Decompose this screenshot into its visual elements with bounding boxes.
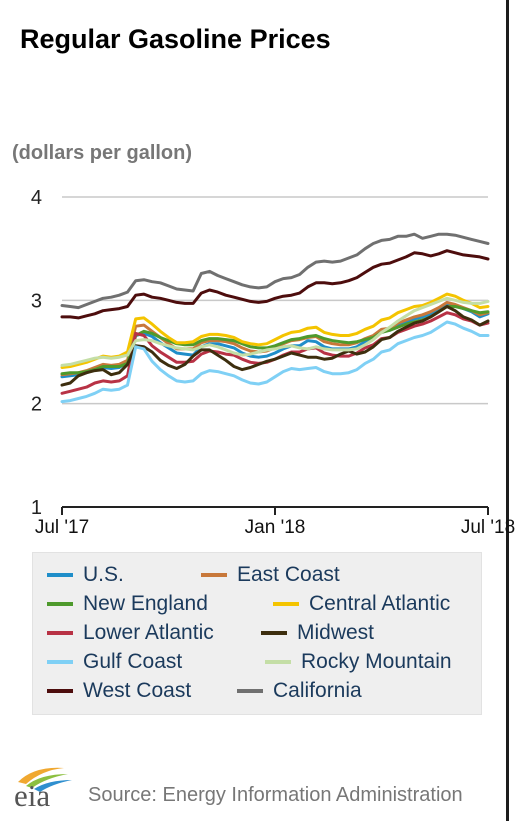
y-tick-label: 1: [31, 497, 42, 519]
series-line-gulf-coast: [60, 320, 490, 404]
legend-item-lower-atlantic: Lower Atlantic: [47, 621, 214, 645]
legend-swatch: [47, 573, 73, 577]
legend-label: Gulf Coast: [83, 650, 183, 673]
legend-label: U.S.: [83, 563, 124, 586]
legend-swatch: [237, 689, 263, 693]
x-tick-label: Jan '18: [245, 517, 306, 538]
source-note: Source: Energy Information Administratio…: [88, 784, 463, 806]
legend-item-new-england: New England: [47, 592, 208, 616]
legend-swatch: [273, 602, 299, 606]
legend-item-central-atlantic: Central Atlantic: [273, 592, 450, 616]
series-line-california: [60, 232, 490, 310]
legend-label: Central Atlantic: [309, 592, 451, 615]
chart-title: Regular Gasoline Prices: [20, 24, 331, 54]
legend-item-gulf-coast: Gulf Coast: [47, 650, 182, 674]
legend-swatch: [201, 573, 227, 577]
y-axis-ticks: 1 2 3 4: [31, 187, 42, 519]
legend-item-u-s: U.S.: [47, 563, 124, 587]
legend-swatch: [47, 602, 73, 606]
units-label: (dollars per gallon): [12, 142, 193, 164]
y-tick-label: 2: [31, 394, 42, 416]
legend-label: New England: [83, 592, 208, 615]
series-line-central-atlantic: [60, 292, 490, 369]
line-chart: 1 2 3 4 Jul '17 Jan '18 Jul '18: [31, 187, 515, 538]
legend-swatch: [47, 689, 73, 693]
eia-logo-text: eia: [14, 778, 51, 813]
legend-swatch: [47, 631, 73, 635]
legend-item-west-coast: West Coast: [47, 679, 191, 703]
legend-label: California: [273, 679, 362, 702]
series-lines: [60, 232, 490, 404]
legend-swatch: [261, 631, 287, 635]
legend-item-east-coast: East Coast: [201, 563, 340, 587]
x-tick-label: Jul '18: [461, 517, 515, 538]
legend-item-midwest: Midwest: [261, 621, 374, 645]
eia-logo-swoosh-icon: [18, 767, 72, 792]
footer: eia Source: Energy Information Administr…: [12, 762, 512, 813]
series-line-rocky-mountain: [60, 296, 490, 367]
x-axis: Jul '17 Jan '18 Jul '18: [35, 506, 515, 538]
legend-label: Lower Atlantic: [83, 621, 214, 644]
eia-logo: eia: [12, 762, 82, 813]
legend: U.S. East Coast New England Central Atlanti…: [32, 552, 482, 715]
series-line-midwest: [60, 305, 490, 387]
legend-label: Rocky Mountain: [301, 650, 452, 673]
legend-item-rocky-mountain: Rocky Mountain: [265, 650, 452, 674]
legend-label: West Coast: [83, 679, 192, 702]
x-tick-label: Jul '17: [35, 517, 89, 538]
legend-swatch: [265, 660, 291, 664]
y-tick-label: 3: [31, 290, 42, 312]
y-tick-label: 4: [31, 187, 42, 209]
gridlines: [62, 196, 488, 405]
legend-item-california: California: [237, 679, 362, 703]
legend-label: East Coast: [237, 563, 340, 586]
legend-swatch: [47, 660, 73, 664]
series-line-west-coast: [60, 249, 490, 320]
legend-label: Midwest: [297, 621, 375, 644]
